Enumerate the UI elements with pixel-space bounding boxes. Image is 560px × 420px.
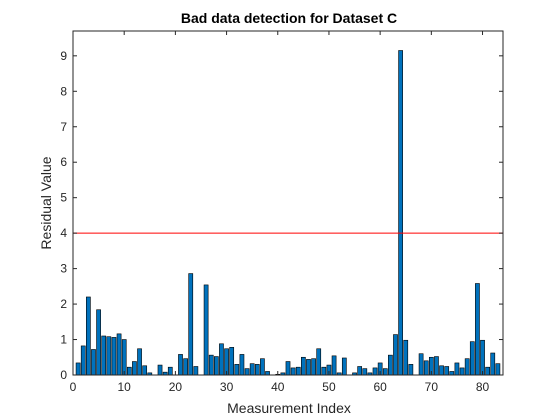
bar-21: [178, 354, 183, 376]
bar-33: [239, 354, 245, 376]
bar-53: [341, 357, 347, 376]
bar-47: [311, 358, 316, 376]
bar-56: [357, 366, 363, 376]
x-tick-label-60: 60: [373, 380, 387, 394]
y-axis-ticks: 0 1 2 3 4 5 6 7 8 9: [60, 49, 503, 382]
bar-66: [408, 364, 414, 376]
bar-1: [75, 362, 81, 376]
bar-10: [121, 339, 127, 376]
x-tick-label-80: 80: [476, 380, 490, 394]
bar-6: [101, 335, 107, 376]
bar-51: [331, 355, 337, 376]
bar-9: [116, 333, 122, 376]
bar-49: [321, 366, 327, 376]
bar-14: [142, 365, 148, 376]
x-axis-label: Measurement Index: [227, 400, 351, 416]
plot-frame: [72, 30, 504, 376]
y-tick-label-9: 9: [60, 49, 67, 63]
bar-78: [469, 341, 475, 376]
x-tick-label-20: 20: [169, 380, 183, 394]
x-tick-label-30: 30: [220, 380, 234, 394]
bar-34: [244, 368, 250, 376]
bar-72: [439, 365, 444, 376]
bar-36: [254, 364, 260, 376]
bar-45: [301, 356, 306, 376]
bar-76: [459, 367, 465, 376]
bar-12: [132, 361, 137, 376]
bar-71: [434, 356, 439, 376]
chart-title: Bad data detection for Dataset C: [181, 10, 397, 26]
bar-61: [382, 368, 388, 376]
bar-31: [229, 347, 235, 376]
bar-62: [388, 354, 393, 376]
bar-69: [423, 360, 429, 376]
bar-83: [495, 363, 501, 376]
bar-73: [444, 366, 450, 376]
x-tick-label-40: 40: [271, 380, 285, 394]
bar-63: [393, 334, 398, 376]
bar-42: [285, 361, 291, 376]
bar-22: [183, 358, 188, 376]
bar-59: [372, 367, 378, 376]
y-tick-label-7: 7: [60, 120, 67, 134]
y-tick-label-6: 6: [60, 155, 67, 169]
bar-29: [219, 343, 224, 376]
bar-74: [449, 371, 455, 376]
bar-80: [480, 339, 485, 376]
bar-37: [260, 358, 265, 376]
bar-5: [96, 309, 101, 376]
bar-17: [157, 364, 163, 376]
bar-79: [475, 283, 480, 376]
y-tick-label-4: 4: [60, 226, 67, 240]
x-axis-ticks: 0 10 20 30 40 50 60 70 80: [70, 31, 490, 394]
bar-46: [306, 359, 311, 376]
bar-44: [295, 366, 301, 376]
y-tick-label-0: 0: [60, 368, 67, 382]
bar-13: [137, 348, 142, 376]
bar-57: [362, 368, 368, 376]
y-tick-label-8: 8: [60, 84, 67, 98]
bar-77: [464, 358, 470, 376]
y-tick-label-2: 2: [60, 297, 67, 311]
bar-3: [86, 296, 91, 376]
y-tick-label-1: 1: [60, 333, 67, 347]
x-tick-label-70: 70: [425, 380, 439, 394]
bar-23: [188, 273, 194, 376]
x-tick-label-50: 50: [322, 380, 336, 394]
bar-24: [193, 366, 199, 376]
y-tick-label-5: 5: [60, 191, 67, 205]
bar-82: [490, 352, 496, 376]
plot-area: [73, 31, 503, 375]
x-tick-label-0: 0: [70, 380, 77, 394]
bar-64: [398, 50, 403, 376]
bar-8: [111, 337, 117, 376]
bar-4: [91, 349, 96, 376]
bar-7: [106, 336, 112, 376]
bar-32: [234, 364, 240, 376]
bar-48: [316, 348, 322, 376]
bar-27: [208, 354, 214, 376]
bar-28: [213, 356, 219, 376]
bar-11: [126, 366, 132, 376]
bar-19: [167, 366, 173, 376]
bar-65: [403, 339, 409, 376]
bar-68: [418, 353, 424, 376]
bar-75: [454, 362, 460, 376]
bar-2: [80, 345, 86, 376]
y-tick-label-3: 3: [60, 262, 67, 276]
bar-81: [485, 366, 491, 376]
y-axis-label: Residual Value: [38, 156, 54, 249]
bar-43: [290, 367, 296, 376]
x-tick-label-10: 10: [118, 380, 132, 394]
bar-35: [249, 363, 255, 376]
bar-38: [265, 371, 270, 376]
bar-26: [203, 284, 209, 376]
